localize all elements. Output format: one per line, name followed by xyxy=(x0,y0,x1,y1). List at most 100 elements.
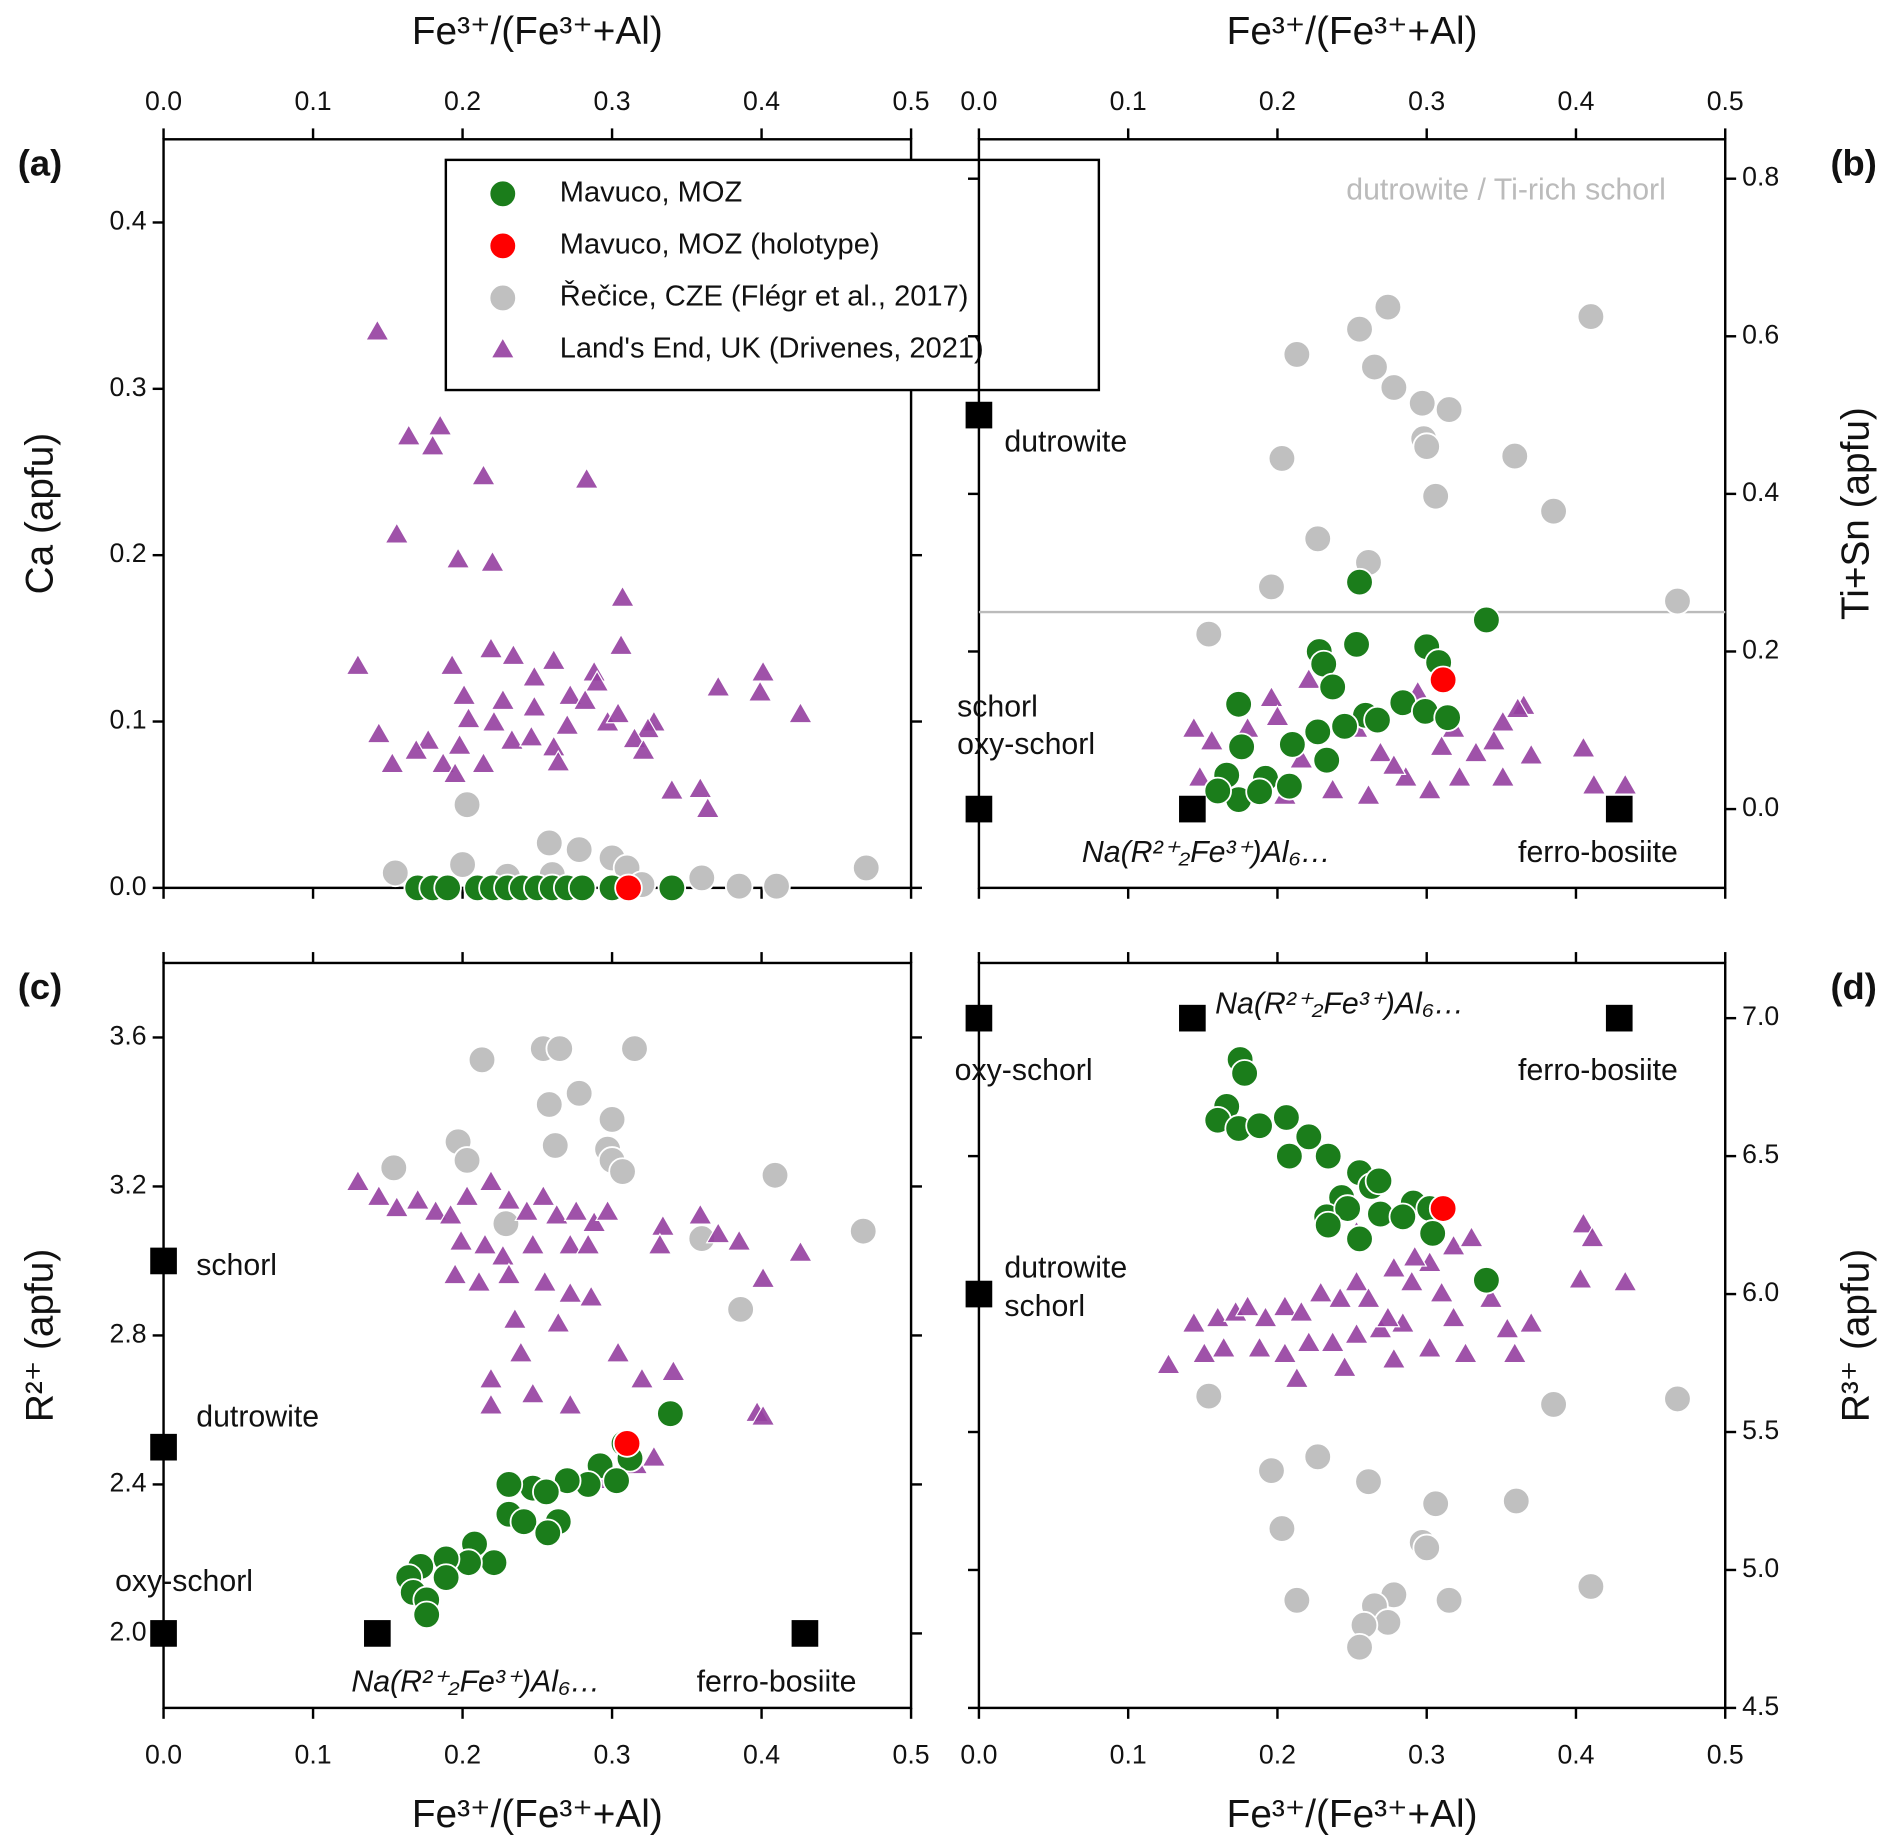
data-point xyxy=(647,1232,673,1255)
data-point xyxy=(1333,1194,1362,1223)
legend-marker xyxy=(488,283,518,313)
data-point xyxy=(509,1507,539,1536)
data-point xyxy=(597,1105,627,1134)
data-point xyxy=(1211,1335,1237,1358)
x-tick-label: 0.3 xyxy=(594,1739,631,1769)
data-point xyxy=(396,423,422,446)
data-point xyxy=(608,1157,637,1186)
x-tick-label: 0.3 xyxy=(1408,1739,1445,1769)
data-point xyxy=(629,1366,655,1389)
data-point xyxy=(574,466,600,489)
data-point xyxy=(1267,444,1297,473)
data-point xyxy=(518,724,544,747)
data-point xyxy=(494,1470,524,1499)
end-member-label: Na(R²⁺₂Fe³⁺)Al₆… xyxy=(1082,836,1331,869)
data-point xyxy=(514,1199,540,1222)
data-point xyxy=(1275,1141,1304,1171)
data-point xyxy=(508,1340,534,1363)
data-point xyxy=(787,1240,814,1262)
x-tick-label: 0.4 xyxy=(743,1739,780,1769)
data-point xyxy=(490,1243,516,1266)
data-point xyxy=(520,1232,546,1255)
data-point xyxy=(442,761,468,784)
end-member xyxy=(965,1004,993,1032)
data-point xyxy=(535,828,564,858)
end-member xyxy=(791,1620,819,1647)
data-point xyxy=(750,659,776,682)
legend-marker xyxy=(488,231,518,261)
data-point xyxy=(502,1307,528,1330)
data-point xyxy=(1505,696,1531,719)
data-point xyxy=(1570,1211,1596,1234)
data-point xyxy=(1264,704,1291,727)
data-point xyxy=(612,1429,642,1458)
end-member-label: Na(R²⁺₂Fe³⁺)Al₆… xyxy=(351,1666,600,1699)
data-point xyxy=(621,726,648,749)
y-tick-label: 3.6 xyxy=(110,1021,147,1051)
y-tick-label: 0.8 xyxy=(1742,162,1779,192)
data-point xyxy=(500,643,526,666)
data-point xyxy=(1434,395,1464,424)
data-point xyxy=(491,1209,521,1238)
data-point xyxy=(1343,1322,1370,1344)
data-point xyxy=(379,1153,409,1183)
x-tick-label: 0.2 xyxy=(444,86,481,116)
data-point xyxy=(1539,496,1568,526)
data-point xyxy=(499,728,525,750)
data-point xyxy=(1428,665,1458,695)
data-point xyxy=(620,1034,649,1063)
data-point xyxy=(750,1266,776,1289)
panel-label: (a) xyxy=(18,143,62,184)
panel-label: (c) xyxy=(18,966,62,1007)
data-point xyxy=(1393,765,1419,787)
x-tick-label: 0.4 xyxy=(743,86,780,116)
data-point xyxy=(1399,1269,1425,1292)
data-point xyxy=(1313,1210,1343,1240)
data-point xyxy=(541,1131,570,1160)
data-point xyxy=(478,1169,504,1192)
data-point xyxy=(366,1184,392,1207)
x-tick-label: 0.5 xyxy=(1707,86,1744,116)
legend-marker xyxy=(488,179,518,209)
data-point xyxy=(726,1295,755,1324)
data-point xyxy=(430,751,456,774)
data-point xyxy=(1433,703,1462,732)
data-point xyxy=(1194,619,1224,649)
data-point xyxy=(650,1214,676,1236)
data-point xyxy=(545,749,571,772)
data-point xyxy=(1355,783,1382,805)
data-point xyxy=(762,871,791,901)
data-point xyxy=(564,1079,594,1108)
data-point xyxy=(657,873,687,903)
data-point xyxy=(1579,1225,1605,1248)
end-member xyxy=(1179,795,1206,823)
data-point xyxy=(452,790,482,819)
x-tick-label: 0.5 xyxy=(893,86,930,116)
data-point xyxy=(1373,1608,1403,1637)
end-member xyxy=(150,1620,177,1647)
data-point xyxy=(1296,1330,1322,1353)
y-tick-label: 0.6 xyxy=(1742,319,1779,349)
data-point xyxy=(490,688,516,711)
data-point xyxy=(609,585,636,607)
data-point xyxy=(1417,1335,1443,1358)
data-point xyxy=(1303,717,1332,747)
data-point xyxy=(1421,1489,1450,1518)
data-point xyxy=(849,1216,878,1246)
data-point xyxy=(345,653,371,676)
data-point xyxy=(521,664,547,687)
data-point xyxy=(455,706,482,729)
data-point xyxy=(541,648,567,671)
legend-label: Land's End, UK (Drivenes, 2021) xyxy=(560,333,984,365)
data-point xyxy=(1155,1352,1182,1375)
end-member xyxy=(150,1433,177,1461)
x-tick-label: 0.5 xyxy=(1707,1739,1744,1769)
data-point xyxy=(1224,690,1253,719)
y-tick-label: 0.3 xyxy=(110,372,147,402)
data-point xyxy=(479,1548,509,1577)
data-point xyxy=(479,550,506,572)
data-point xyxy=(520,1381,546,1404)
data-point xyxy=(595,1199,621,1222)
legend-box xyxy=(444,158,1101,392)
data-point xyxy=(532,1269,558,1292)
